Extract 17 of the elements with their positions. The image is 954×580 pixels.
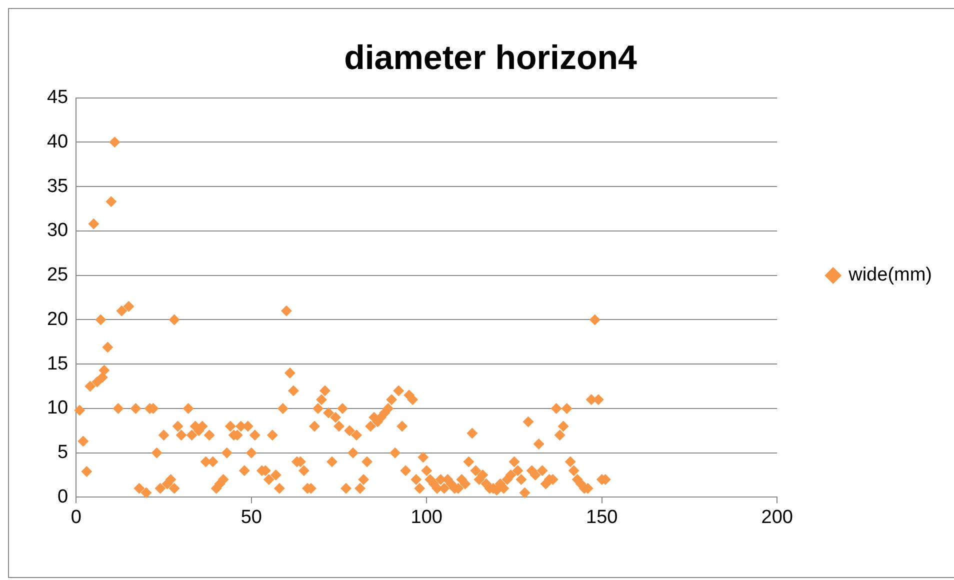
chart-title: diameter horizon4: [344, 38, 638, 77]
y-tick-label: 5: [58, 442, 68, 464]
y-tick-label: 35: [46, 176, 68, 197]
x-tick-label: 50: [240, 506, 262, 528]
legend-label: wide(mm): [848, 264, 932, 286]
y-tick-label: 0: [58, 486, 68, 508]
y-tick-label: 45: [46, 87, 68, 108]
y-tick-label: 10: [46, 398, 68, 419]
x-tick-label: 0: [70, 506, 82, 528]
y-tick-label: 40: [46, 131, 68, 152]
y-tick-label: 20: [46, 308, 68, 330]
y-tick-label: 25: [46, 264, 68, 286]
y-tick-label: 30: [46, 220, 68, 242]
x-tick-label: 100: [410, 506, 442, 528]
x-tick-label: 150: [586, 506, 618, 528]
y-tick-label: 15: [46, 353, 68, 374]
x-tick-label: 200: [761, 506, 793, 528]
